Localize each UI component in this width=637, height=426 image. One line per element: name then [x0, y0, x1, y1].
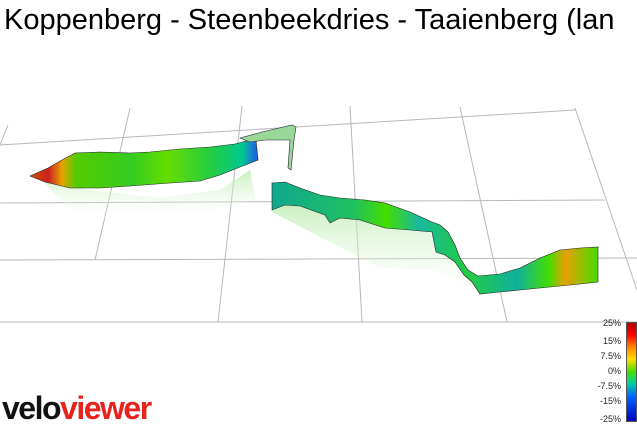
legend-label-6: -15% [599, 396, 621, 406]
profile-wall-1 [29, 139, 259, 189]
legend-label-2: 15% [602, 336, 621, 346]
logo-velo-text: velo [2, 390, 62, 426]
veloviewer-logo[interactable]: veloviewer [2, 390, 152, 426]
chart-title: Koppenberg - Steenbeekdries - Taaienberg… [4, 4, 615, 36]
legend-label-7: -25% [599, 414, 621, 424]
legend-label-1: 25% [602, 318, 621, 328]
gradient-legend-bar [626, 322, 637, 422]
logo-viewer-text: viewer [60, 390, 152, 426]
profile-road-link [239, 124, 297, 171]
profile-wall-2 [271, 181, 599, 295]
legend-label-3: 7.5% [600, 351, 621, 361]
legend-label-5: -7.5% [597, 381, 621, 391]
legend-label-4: 0% [607, 366, 621, 376]
